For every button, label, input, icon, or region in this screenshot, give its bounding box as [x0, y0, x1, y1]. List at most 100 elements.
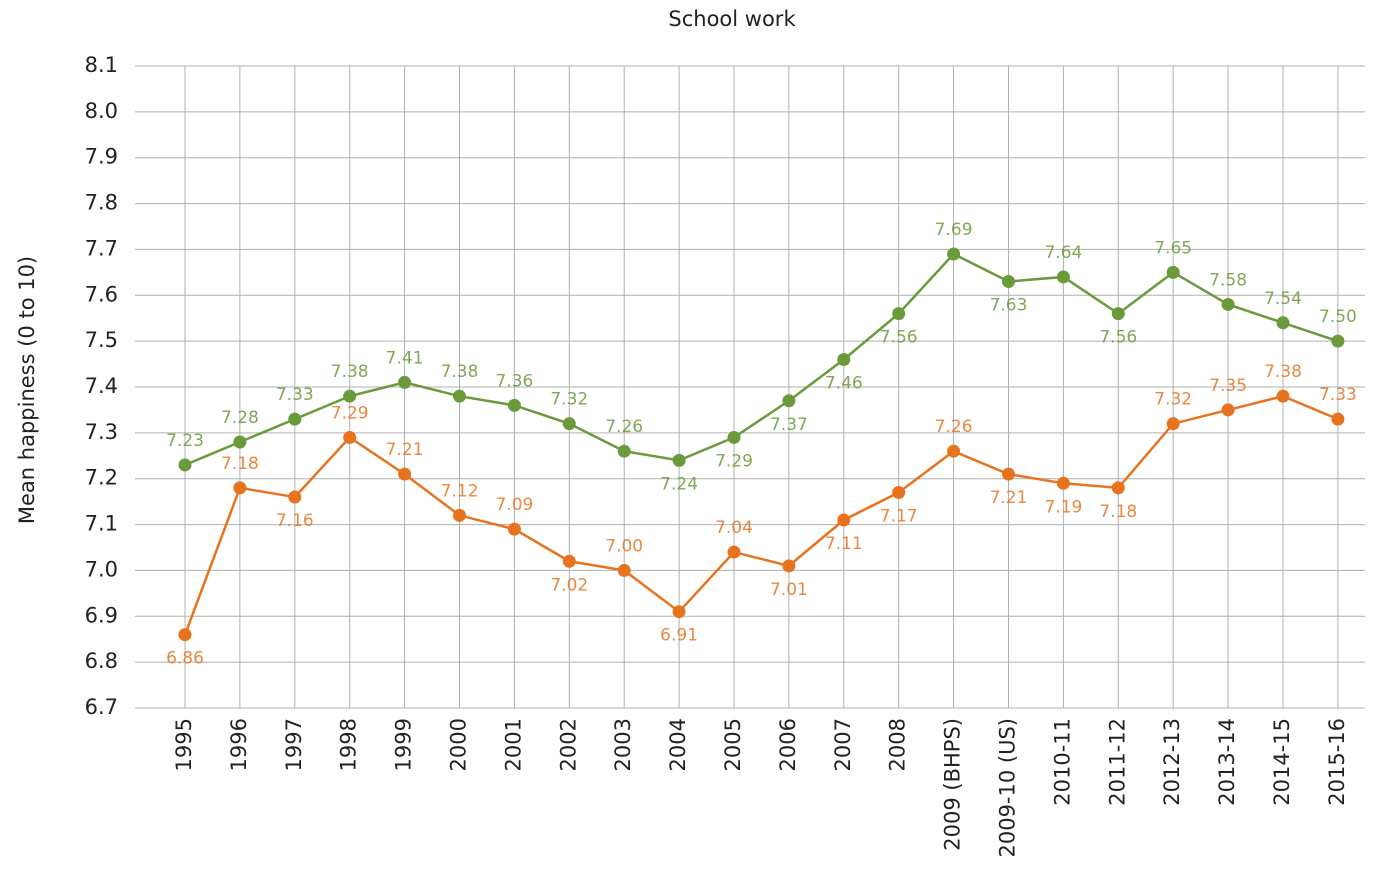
y-tick-label: 7.1 — [85, 512, 118, 536]
x-tick-label: 2009-10 (US) — [996, 718, 1020, 858]
data-label: 7.37 — [770, 415, 808, 435]
data-point — [1166, 417, 1180, 431]
data-label: 7.19 — [1044, 497, 1082, 517]
data-point — [233, 481, 247, 495]
data-point — [672, 605, 686, 619]
x-tick-label: 2012-13 — [1160, 718, 1184, 806]
data-point — [672, 453, 686, 467]
data-point — [1221, 403, 1235, 417]
y-tick-label: 8.0 — [85, 99, 118, 123]
x-tick-label: 2013-14 — [1215, 718, 1239, 806]
x-tick-label: 2015-16 — [1325, 718, 1349, 806]
data-point — [947, 444, 961, 458]
data-point — [453, 508, 466, 522]
series-line — [183, 394, 1339, 636]
x-tick-label: 2002 — [556, 718, 580, 771]
data-point — [1002, 275, 1015, 289]
x-tick-label: 1996 — [227, 718, 251, 771]
data-label: 6.86 — [166, 649, 204, 669]
x-tick-label: 2011-12 — [1105, 718, 1129, 806]
data-label: 7.38 — [1264, 362, 1302, 382]
data-point — [1276, 389, 1290, 403]
y-tick-label: 7.9 — [85, 145, 118, 169]
data-label: 7.21 — [990, 488, 1028, 508]
data-point — [727, 430, 741, 444]
data-point — [1002, 467, 1015, 481]
y-tick-label: 7.7 — [85, 236, 118, 260]
data-label: 7.26 — [935, 417, 973, 437]
y-tick-label: 8.1 — [85, 53, 118, 77]
data-label: 7.11 — [825, 534, 863, 554]
data-label: 7.64 — [1044, 243, 1082, 263]
data-point — [892, 307, 906, 321]
data-point — [782, 559, 796, 573]
data-point — [343, 430, 357, 444]
data-point — [1111, 307, 1125, 321]
data-label: 7.29 — [331, 403, 369, 423]
data-label: 7.65 — [1154, 238, 1192, 258]
data-label: 7.04 — [715, 518, 753, 538]
data-point — [837, 513, 851, 527]
x-tick-label: 1999 — [392, 718, 416, 771]
data-label: 7.02 — [550, 575, 588, 595]
x-tick-label: 2007 — [831, 718, 855, 771]
data-point — [288, 490, 302, 504]
data-label: 7.63 — [990, 296, 1028, 316]
data-point — [1276, 316, 1290, 330]
x-tick-label: 2010-11 — [1050, 718, 1074, 806]
data-label: 7.54 — [1264, 289, 1302, 309]
y-tick-label: 7.4 — [85, 374, 118, 398]
series-line — [184, 252, 1339, 467]
y-tick-label: 7.5 — [85, 328, 118, 352]
data-label: 7.38 — [441, 362, 479, 382]
y-tick-label: 7.2 — [85, 466, 118, 490]
y-tick-label: 7.6 — [85, 282, 118, 306]
data-label: 7.56 — [1099, 328, 1137, 348]
data-point — [727, 545, 741, 559]
data-label: 7.56 — [880, 328, 918, 348]
data-point — [453, 389, 466, 403]
data-point — [892, 485, 906, 499]
data-label: 7.50 — [1319, 307, 1357, 327]
x-tick-label: 2004 — [666, 718, 690, 771]
x-tick-label: 1998 — [337, 718, 361, 771]
data-label: 7.16 — [276, 511, 314, 531]
data-label: 7.12 — [441, 481, 479, 501]
data-point — [398, 467, 412, 481]
data-point — [178, 628, 192, 642]
data-label: 7.33 — [1319, 385, 1357, 405]
y-axis-title: Mean happiness (0 to 10) — [15, 256, 39, 524]
data-label: 7.36 — [495, 371, 533, 391]
data-label: 7.32 — [1154, 390, 1192, 410]
data-label: 6.91 — [660, 626, 698, 646]
data-label: 7.28 — [221, 408, 259, 428]
data-label: 7.32 — [550, 390, 588, 410]
y-tick-label: 6.9 — [85, 603, 118, 627]
data-point — [617, 563, 631, 577]
data-label: 7.21 — [386, 440, 424, 460]
data-point — [782, 394, 796, 408]
data-label: 7.41 — [386, 348, 424, 368]
data-label: 7.58 — [1209, 270, 1247, 290]
data-point — [1331, 334, 1345, 348]
data-point — [1221, 297, 1235, 311]
x-tick-label: 2009 (BHPS) — [941, 718, 965, 851]
data-point — [1056, 476, 1070, 490]
data-label: 7.33 — [276, 385, 314, 405]
data-point — [1056, 270, 1070, 284]
data-point — [233, 435, 247, 449]
y-tick-label: 6.8 — [85, 649, 118, 673]
data-point — [1166, 265, 1180, 279]
x-tick-label: 2003 — [611, 718, 635, 771]
data-label: 7.18 — [221, 454, 259, 474]
data-label: 7.17 — [880, 506, 918, 526]
data-point — [507, 398, 521, 412]
x-tick-label: 2006 — [776, 718, 800, 771]
data-point — [178, 458, 192, 472]
x-tick-label: 2005 — [721, 718, 745, 771]
x-tick-label: 2001 — [501, 718, 525, 771]
data-label: 7.26 — [605, 417, 643, 437]
data-label: 7.69 — [935, 220, 973, 240]
data-label: 7.09 — [495, 495, 533, 515]
